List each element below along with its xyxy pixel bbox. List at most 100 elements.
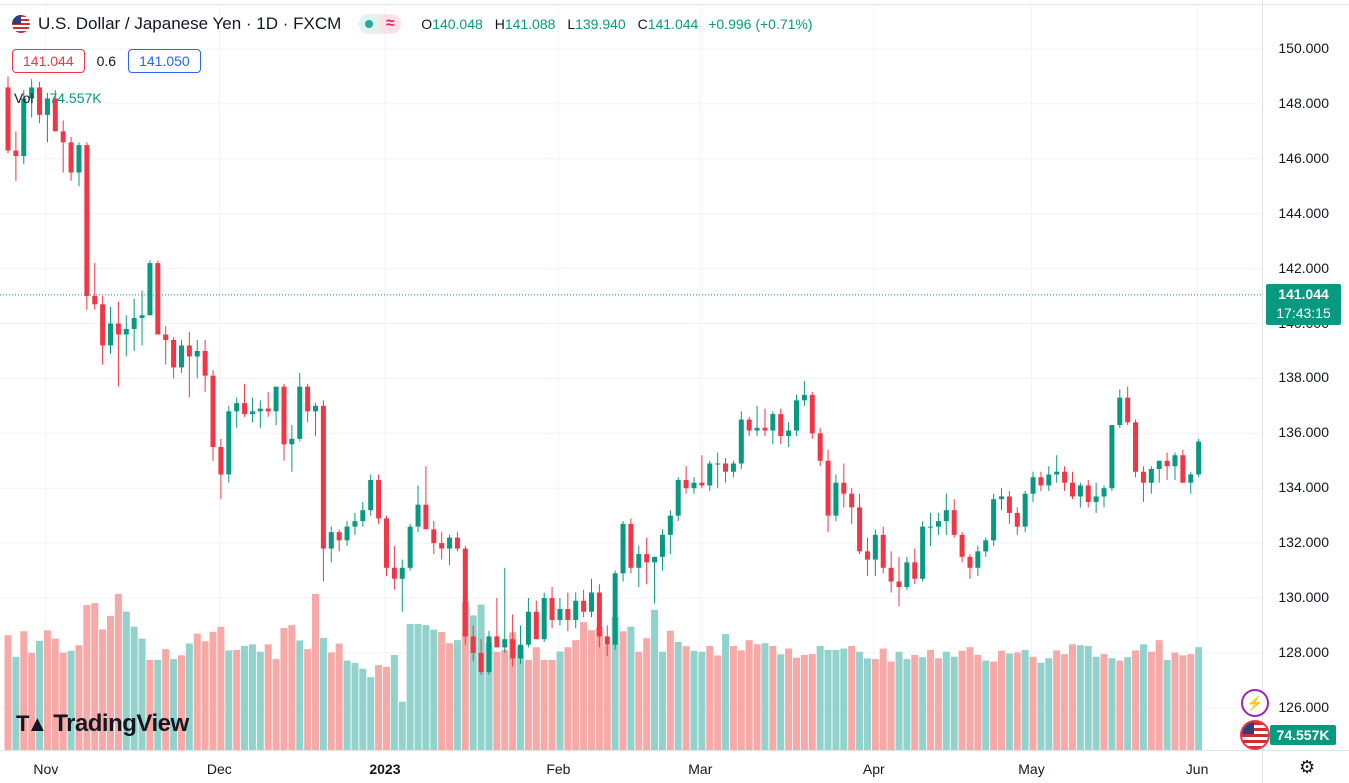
volume-bar <box>83 605 91 750</box>
bar-countdown: 17:43:15 <box>1276 305 1331 321</box>
candle-body <box>991 499 997 541</box>
candle-body <box>281 386 287 445</box>
candle-body <box>1156 460 1162 469</box>
candle-body <box>667 515 673 535</box>
candle <box>1117 389 1123 428</box>
candle-body <box>1125 397 1131 423</box>
candle-body <box>565 608 571 620</box>
candle <box>1085 479 1091 508</box>
candle <box>131 298 137 351</box>
candle-body <box>194 350 200 357</box>
volume-bar <box>1171 652 1179 750</box>
market-status-pill[interactable]: ≈ <box>359 14 402 34</box>
volume-bar <box>493 651 501 750</box>
candle-body <box>1148 468 1154 483</box>
candle-body <box>155 263 161 335</box>
volume-bar <box>1179 655 1187 750</box>
candle <box>715 452 721 489</box>
candle <box>1180 449 1186 483</box>
candle <box>518 625 524 664</box>
candle <box>754 405 760 437</box>
candle <box>864 537 870 577</box>
candle-body <box>691 482 697 489</box>
volume-bar <box>1124 657 1132 750</box>
candle-body <box>1133 422 1139 472</box>
candle <box>880 526 886 574</box>
candle <box>912 548 918 585</box>
lightning-icon[interactable]: ⚡ <box>1241 689 1269 717</box>
candle-body <box>809 394 815 434</box>
candle-body <box>100 304 106 346</box>
candle <box>1101 485 1107 508</box>
candle-body <box>864 551 870 560</box>
candle-body <box>778 414 784 437</box>
candle-body <box>652 556 658 563</box>
candle <box>817 427 823 467</box>
candle <box>557 598 563 626</box>
candle <box>368 474 374 516</box>
candle <box>108 307 114 354</box>
candle-body <box>1006 496 1012 513</box>
volume-bar <box>1013 652 1021 750</box>
candle <box>305 383 311 423</box>
candle-body <box>478 652 484 673</box>
candle-body <box>1054 471 1060 475</box>
candle-body <box>1085 485 1091 502</box>
volume-bar <box>20 631 28 750</box>
volume-bar <box>903 659 911 750</box>
volume-bar <box>1005 653 1013 750</box>
candle-body <box>983 540 989 552</box>
candle-body <box>21 98 27 157</box>
symbol-legend[interactable]: U.S. Dollar / Japanese Yen · 1D · FXCM ≈… <box>12 14 813 34</box>
volume-bar <box>729 645 737 750</box>
volume-bar <box>548 659 556 750</box>
logo-text: TradingView <box>53 710 189 737</box>
volume-bar <box>36 640 44 750</box>
settings-gear-icon[interactable]: ⚙ <box>1299 757 1316 777</box>
candle-body <box>313 405 319 412</box>
candle-body <box>904 562 910 588</box>
volume-bar <box>296 640 304 750</box>
candle <box>44 92 50 143</box>
candle-body <box>573 600 579 620</box>
candle-body <box>486 636 492 673</box>
candle <box>1133 419 1139 478</box>
volume-bar <box>1132 650 1140 750</box>
candle-body <box>147 263 153 316</box>
volume-bar <box>1147 651 1155 750</box>
tradingview-logo[interactable]: T▲ TradingView <box>16 710 189 738</box>
candle <box>935 512 941 535</box>
volume-bar <box>895 651 903 750</box>
candle <box>762 408 768 437</box>
candle-body <box>186 345 192 357</box>
volume-bar <box>99 629 107 750</box>
candle <box>391 545 397 590</box>
candle <box>1030 471 1036 502</box>
candle-body <box>1046 474 1052 486</box>
volume-bar <box>998 650 1006 750</box>
candle-body <box>92 296 98 305</box>
volume-legend[interactable]: Vol 74.557K <box>14 90 102 106</box>
change-value: +0.996 (+0.71%) <box>708 16 813 32</box>
us-economic-events-icon[interactable] <box>1240 720 1270 750</box>
candle <box>1022 490 1028 533</box>
sell-button[interactable]: 141.044 <box>12 49 85 73</box>
candle <box>1054 455 1060 483</box>
candle <box>604 625 610 656</box>
candle <box>226 405 232 483</box>
candle-body <box>928 526 934 528</box>
volume-bar <box>256 651 264 750</box>
spread-value: 0.6 <box>96 53 117 69</box>
candle <box>486 630 492 675</box>
candle <box>636 545 642 588</box>
candle-body <box>557 608 563 620</box>
volume-bar <box>611 616 619 750</box>
candle <box>439 532 445 560</box>
buy-button[interactable]: 141.050 <box>128 49 201 73</box>
candle-body <box>383 518 389 568</box>
candle <box>202 339 208 393</box>
symbol-title[interactable]: U.S. Dollar / Japanese Yen · 1D · FXCM <box>38 14 342 33</box>
candle-body <box>352 521 358 527</box>
volume-bar <box>785 648 793 750</box>
